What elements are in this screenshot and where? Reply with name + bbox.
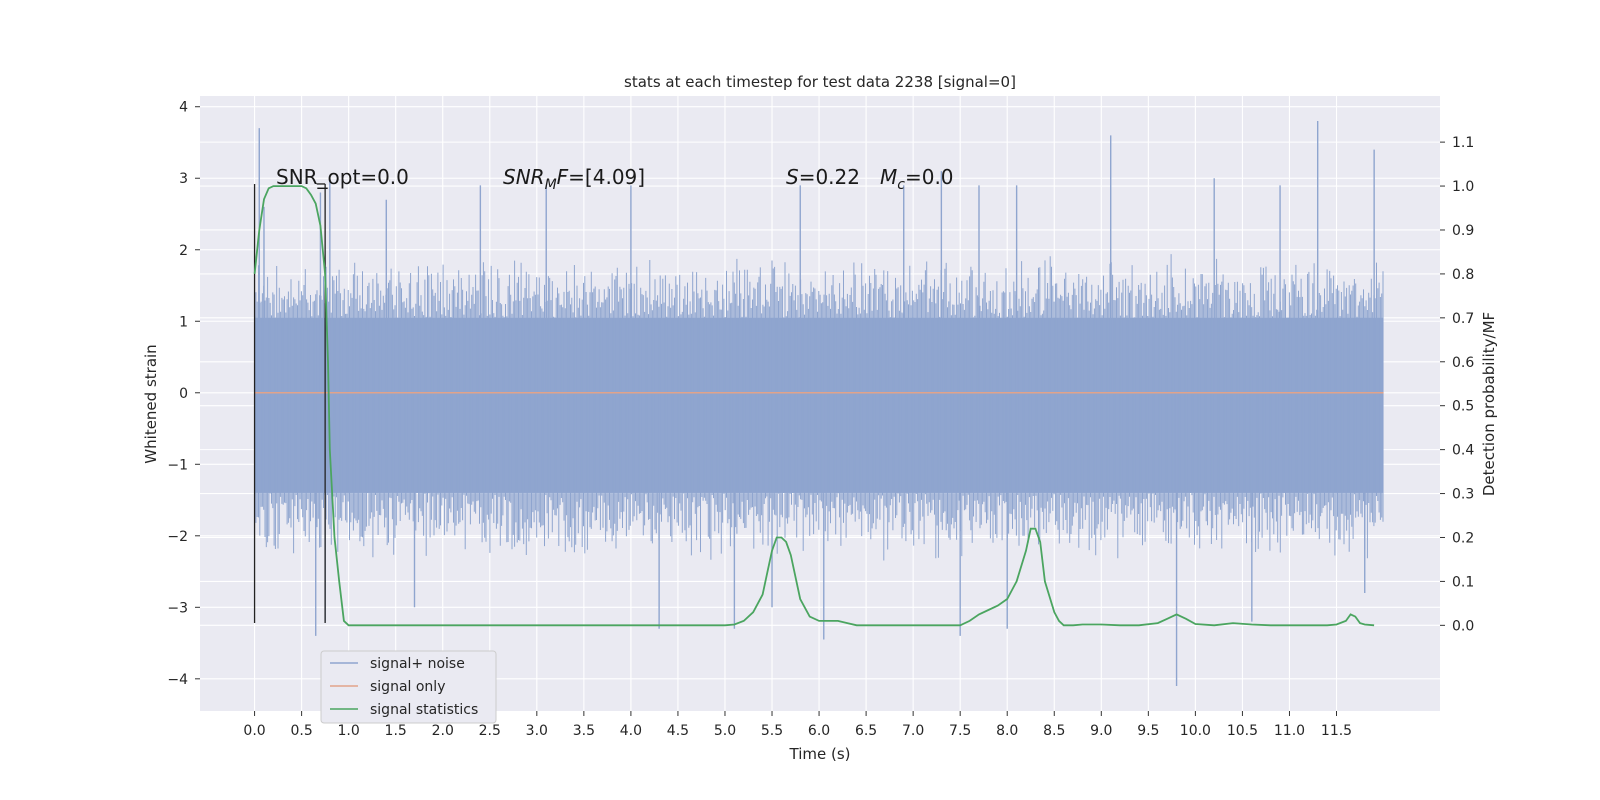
x-axis-ticks: 0.0 0.5 1.0 1.5 2.0 2.5 3.0 3.5 4.0 4.5 5.0 5.5 6.0 6… <box>243 711 1352 739</box>
window-markers <box>253 183 326 624</box>
x-tick-label: 1.0 <box>338 723 360 739</box>
annotation-mc-value: =0.0 <box>905 165 954 189</box>
x-tick-label: 7.5 <box>949 723 971 739</box>
annotation-snr-mf-mid: F <box>557 165 569 189</box>
y2-tick-label: 0.8 <box>1452 267 1474 283</box>
y-axis-label: Whitened strain <box>142 344 160 463</box>
x-tick-label: 11.5 <box>1321 723 1352 739</box>
x-tick-label: 1.5 <box>385 723 407 739</box>
y2-axis-ticks: 1.1 1.0 0.9 0.8 0.7 0.6 0.5 0.4 0.3 0.2 0.1 0.0 <box>1440 135 1474 634</box>
annotation-snr-opt: SNR_opt=0.0 <box>276 165 409 189</box>
y-tick-label: 4 <box>179 100 188 116</box>
y-tick-label: −4 <box>167 672 188 688</box>
y2-tick-label: 0.2 <box>1452 530 1474 546</box>
x-tick-label: 2.5 <box>479 723 501 739</box>
x-tick-label: 3.0 <box>526 723 548 739</box>
y-axis-ticks: 4 3 2 1 0 −1 −2 −3 −4 <box>167 100 200 688</box>
y-tick-label: −1 <box>167 457 188 473</box>
y-tick-label: −2 <box>167 529 188 545</box>
x-tick-label: 4.5 <box>667 723 689 739</box>
legend-label-signal-noise: signal+ noise <box>370 656 465 672</box>
y2-tick-label: 1.1 <box>1452 135 1474 151</box>
x-tick-label: 5.0 <box>714 723 736 739</box>
x-tick-label: 2.0 <box>432 723 454 739</box>
annotation-snr-mf-value: =[4.09] <box>568 165 645 189</box>
y-tick-label: 2 <box>179 243 188 259</box>
y2-tick-label: 0.6 <box>1452 355 1474 371</box>
y2-tick-label: 0.0 <box>1452 618 1474 634</box>
y2-tick-label: 0.7 <box>1452 311 1474 327</box>
x-tick-label: 3.5 <box>573 723 595 739</box>
x-tick-label: 0.5 <box>290 723 312 739</box>
y2-tick-label: 0.9 <box>1452 223 1474 239</box>
legend-label-signal-only: signal only <box>370 679 445 695</box>
annotation-mc-symbol: M <box>880 165 897 189</box>
y2-tick-label: 1.0 <box>1452 179 1474 195</box>
x-tick-label: 8.0 <box>996 723 1018 739</box>
y2-tick-label: 0.5 <box>1452 399 1474 415</box>
series-signal-noise <box>254 121 1384 686</box>
y2-axis-label: Detection probability/MF <box>1480 312 1498 496</box>
x-tick-label: 7.0 <box>902 723 924 739</box>
x-tick-label: 5.5 <box>761 723 783 739</box>
legend: signal+ noise signal only signal statist… <box>320 650 497 724</box>
x-tick-label: 6.0 <box>808 723 830 739</box>
y2-tick-label: 0.4 <box>1452 443 1474 459</box>
annotation-mc: Mc=0.0 <box>880 165 954 193</box>
y-tick-label: 0 <box>179 386 188 402</box>
x-tick-label: 9.0 <box>1090 723 1112 739</box>
y2-tick-label: 0.3 <box>1452 487 1474 503</box>
x-axis-label: Time (s) <box>789 745 851 763</box>
chart-title: stats at each timestep for test data 223… <box>624 73 1016 91</box>
y-tick-label: −3 <box>167 600 188 616</box>
x-tick-label: 0.0 <box>243 723 265 739</box>
y2-tick-label: 0.1 <box>1452 574 1474 590</box>
annotation-snr-mf: SNRMF=[4.09] <box>503 165 645 193</box>
legend-label-signal-statistics: signal statistics <box>370 702 478 718</box>
x-tick-label: 9.5 <box>1137 723 1159 739</box>
x-tick-label: 4.0 <box>620 723 642 739</box>
x-tick-label: 8.5 <box>1043 723 1065 739</box>
annotation-mc-sub: c <box>897 177 905 193</box>
y-tick-label: 3 <box>179 171 188 187</box>
x-tick-label: 6.5 <box>855 723 877 739</box>
signal-statistics-line <box>253 185 1375 627</box>
annotations: SNR_opt=0.0 SNRMF=[4.09] S=0.22 Mc=0.0 <box>276 165 954 193</box>
annotation-s: S=0.22 <box>786 165 860 189</box>
y-tick-label: 1 <box>179 314 188 330</box>
x-tick-label: 10.5 <box>1227 723 1258 739</box>
annotation-s-value: =0.22 <box>799 165 860 189</box>
x-tick-label: 10.0 <box>1180 723 1211 739</box>
legend-box <box>320 650 497 724</box>
annotation-s-symbol: S <box>786 165 799 189</box>
annotation-snr-mf-prefix: SNR <box>503 165 545 189</box>
annotation-snr-mf-sub: M <box>545 177 557 193</box>
x-tick-label: 11.0 <box>1274 723 1305 739</box>
series-signal-statistics <box>253 185 1375 627</box>
